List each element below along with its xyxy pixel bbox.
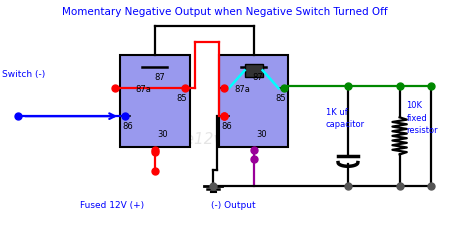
Bar xyxy=(245,65,263,77)
Text: Switch (-): Switch (-) xyxy=(2,70,45,78)
Text: 85: 85 xyxy=(176,94,187,103)
Text: 87: 87 xyxy=(253,73,264,82)
Text: 86: 86 xyxy=(222,122,232,130)
Text: (-) Output: (-) Output xyxy=(211,200,256,209)
Text: 87: 87 xyxy=(154,73,165,82)
Bar xyxy=(219,55,288,148)
Text: Fused 12V (+): Fused 12V (+) xyxy=(80,200,144,209)
Text: 85: 85 xyxy=(275,94,286,103)
Text: 30: 30 xyxy=(256,130,267,138)
Bar xyxy=(120,55,189,148)
Text: 87a: 87a xyxy=(136,84,151,93)
Text: 1K uf
capacitor: 1K uf capacitor xyxy=(326,107,365,128)
Text: 30: 30 xyxy=(158,130,168,138)
Text: 10K
fixed
resistor: 10K fixed resistor xyxy=(406,101,438,135)
Text: 87a: 87a xyxy=(234,84,250,93)
Text: Momentary Negative Output when Negative Switch Turned Off: Momentary Negative Output when Negative … xyxy=(62,7,387,17)
Text: the12volt.com: the12volt.com xyxy=(169,131,280,146)
Text: 86: 86 xyxy=(123,122,133,130)
